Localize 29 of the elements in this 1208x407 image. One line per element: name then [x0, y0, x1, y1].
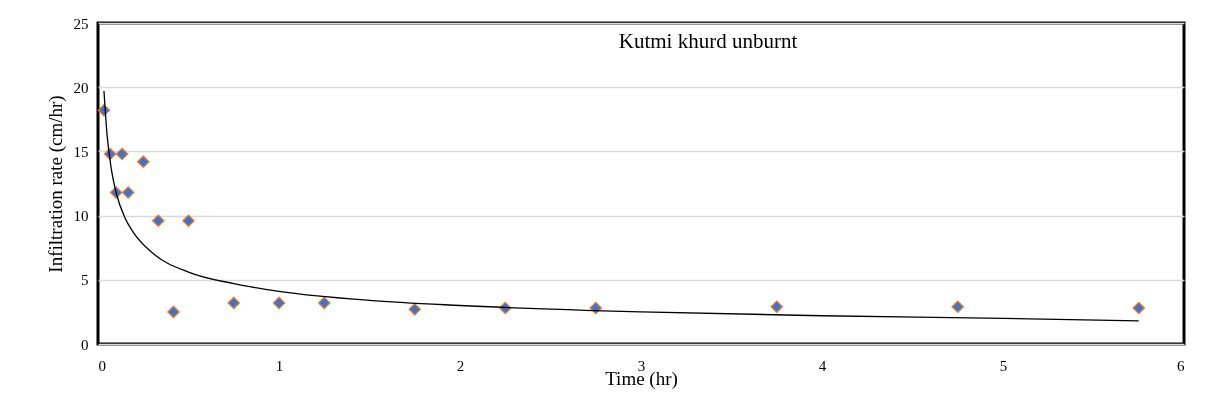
y-tick-label: 0 — [81, 336, 89, 353]
x-tick-label: 4 — [818, 357, 827, 374]
line-series — [103, 90, 1140, 322]
chart-title: Kutmi khurd unburnt — [618, 29, 798, 53]
point — [121, 186, 135, 199]
point — [272, 296, 286, 310]
point — [408, 303, 422, 316]
point — [770, 300, 784, 314]
y-tick-label: 15 — [73, 143, 89, 160]
point — [136, 155, 150, 168]
y-tick-label: 10 — [73, 208, 89, 225]
point — [1132, 301, 1146, 315]
y-tick-label: 20 — [73, 79, 89, 96]
x-tick-label: 1 — [275, 357, 284, 374]
x-tick-label: 2 — [456, 357, 465, 374]
point — [167, 305, 180, 319]
point — [115, 147, 129, 161]
x-tick-label: 5 — [999, 357, 1008, 374]
y-tick-label: 5 — [81, 272, 89, 289]
x-tick-label: 0 — [98, 357, 106, 374]
y-axis-title: Infiltration rate (cm/hr) — [44, 95, 67, 273]
point — [182, 214, 195, 228]
point — [951, 300, 965, 314]
point — [589, 301, 603, 315]
point — [317, 296, 331, 310]
x-tick-label: 6 — [1177, 357, 1185, 374]
y-tick-label: 25 — [73, 15, 89, 32]
point — [151, 214, 165, 228]
point — [227, 296, 241, 310]
